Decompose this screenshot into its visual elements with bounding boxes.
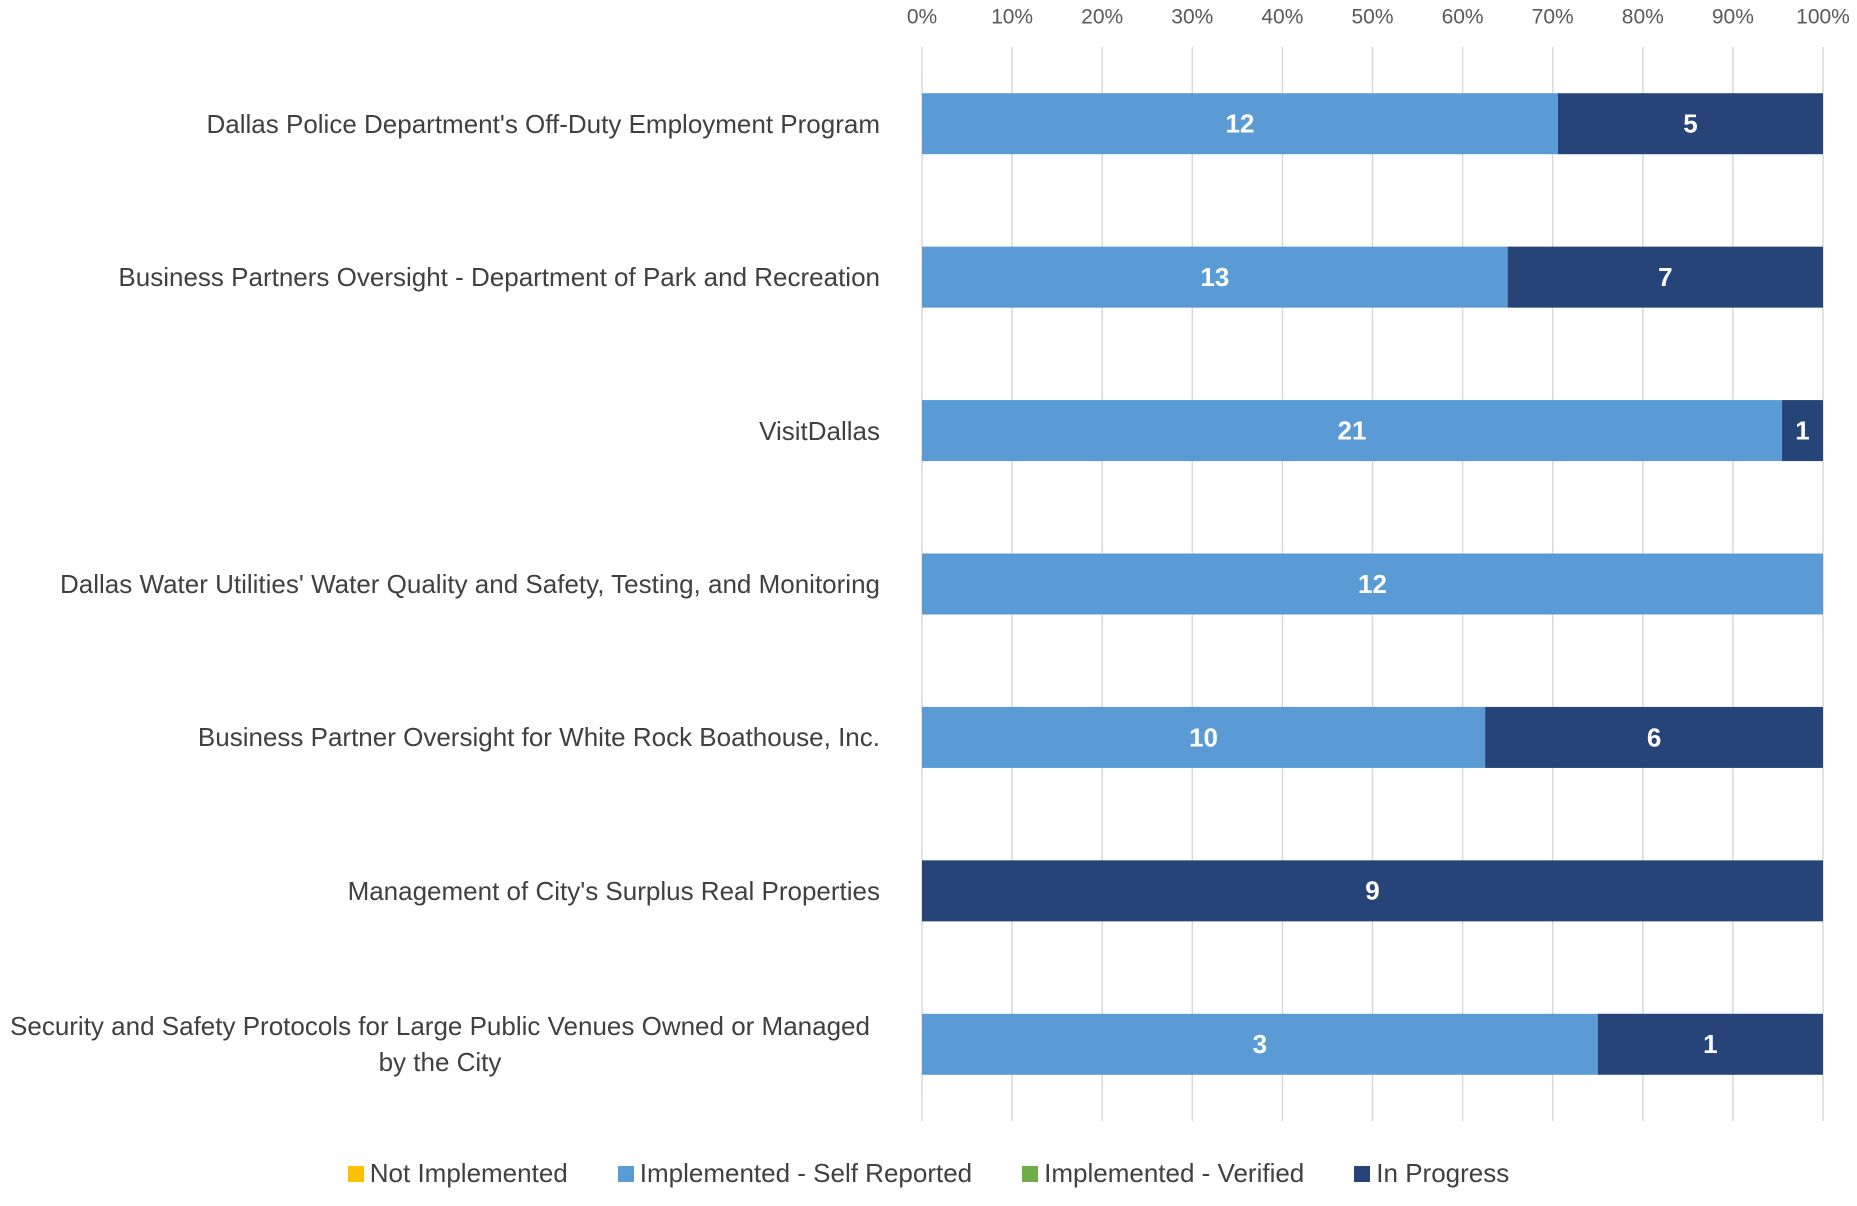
x-tick-label: 40% (1261, 6, 1303, 29)
legend-item: In Progress (1354, 1158, 1509, 1189)
legend-swatch (617, 1165, 634, 1182)
data-label: 12 (1358, 569, 1387, 599)
legend-label: In Progress (1376, 1158, 1510, 1188)
category-label: Management of City's Surplus Real Proper… (347, 875, 880, 906)
data-label: 10 (1189, 722, 1218, 752)
x-tick-label: 20% (1081, 6, 1123, 29)
legend-swatch (1354, 1165, 1371, 1182)
data-label: 9 (1365, 876, 1379, 906)
data-label: 1 (1703, 1029, 1717, 1059)
x-tick-label: 90% (1712, 6, 1754, 29)
legend-label: Implemented - Verified (1044, 1158, 1305, 1188)
legend-swatch (1022, 1165, 1039, 1182)
data-label: 21 (1338, 415, 1367, 445)
bar-segment (922, 553, 1823, 615)
legend-item: Implemented - Self Reported (617, 1158, 973, 1189)
x-tick-label: 0% (907, 6, 937, 29)
bar-segment (922, 246, 1508, 308)
data-label: 12 (1226, 109, 1255, 139)
x-tick-label: 60% (1442, 6, 1484, 29)
category-label: VisitDallas (759, 415, 880, 446)
data-label: 13 (1200, 262, 1229, 292)
bar-segment (922, 93, 1558, 155)
legend-item: Not Implemented (347, 1158, 568, 1189)
data-label: 3 (1253, 1029, 1267, 1059)
category-label: Dallas Water Utilities' Water Quality an… (60, 569, 880, 599)
category-label: Business Partners Oversight - Department… (118, 262, 880, 293)
bar-segment (1558, 93, 1823, 155)
bar-segment (922, 706, 1486, 768)
data-label: 1 (1795, 415, 1809, 445)
legend-label: Not Implemented (369, 1158, 568, 1188)
category-label: Security and Safety Protocols for Large … (10, 1011, 870, 1078)
bar-segment (1782, 400, 1823, 462)
bar-segment (922, 1013, 1598, 1075)
x-tick-label: 50% (1351, 6, 1393, 29)
category-label: Business Partner Oversight for White Roc… (197, 722, 880, 753)
x-tick-label: 100% (1796, 6, 1850, 29)
bar-segment (1597, 1013, 1823, 1075)
bar-segment (922, 860, 1823, 922)
data-label: 6 (1647, 722, 1661, 752)
legend: Not Implemented Implemented - Self Report… (0, 1158, 1857, 1189)
x-tick-label: 10% (991, 6, 1033, 29)
x-tick-label: 30% (1171, 6, 1213, 29)
legend-label: Implemented - Self Reported (639, 1158, 973, 1188)
bar-segment (922, 400, 1783, 462)
x-tick-label: 70% (1532, 6, 1574, 29)
legend-item: Implemented - Verified (1022, 1158, 1304, 1189)
data-label: 7 (1658, 262, 1672, 292)
x-tick-label: 80% (1622, 6, 1664, 29)
category-label: Dallas Police Department's Off-Duty Empl… (206, 108, 881, 139)
bar-segment (1507, 246, 1823, 308)
legend-swatch (347, 1165, 364, 1182)
bar-segment (1485, 706, 1823, 768)
data-label: 5 (1683, 109, 1697, 139)
